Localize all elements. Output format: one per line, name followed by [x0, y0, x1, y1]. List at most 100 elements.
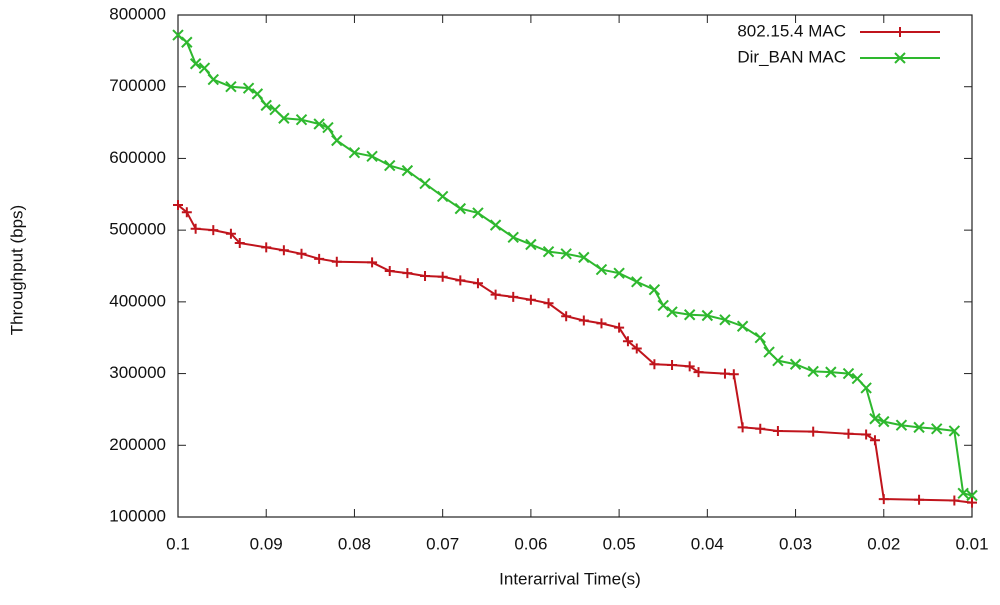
marker	[454, 202, 467, 215]
marker	[508, 291, 519, 302]
marker	[437, 271, 448, 282]
marker	[313, 118, 325, 130]
marker	[420, 271, 431, 282]
y-tick-label: 500000	[109, 220, 166, 239]
marker	[613, 267, 625, 279]
marker	[808, 426, 819, 437]
marker	[648, 283, 661, 296]
marker	[763, 346, 775, 358]
marker	[322, 121, 334, 134]
marker	[596, 318, 607, 329]
marker	[173, 200, 183, 211]
marker	[401, 164, 414, 177]
marker	[631, 343, 642, 354]
series-line	[177, 34, 973, 497]
marker	[225, 81, 237, 93]
marker	[622, 336, 633, 347]
marker	[348, 146, 361, 159]
marker	[861, 429, 872, 440]
marker	[198, 62, 211, 74]
marker	[667, 359, 678, 370]
marker	[331, 134, 343, 147]
marker	[949, 495, 960, 506]
marker	[225, 228, 236, 239]
marker	[560, 248, 572, 260]
marker	[234, 238, 245, 249]
marker	[331, 256, 342, 267]
marker	[754, 332, 766, 344]
x-tick-label: 0.05	[603, 534, 636, 553]
marker	[736, 320, 749, 332]
marker	[869, 435, 880, 446]
marker	[525, 294, 536, 305]
marker	[489, 219, 502, 231]
legend-label: 802.15.4 MAC	[737, 21, 846, 40]
y-tick-label: 200000	[109, 435, 166, 454]
marker	[561, 311, 572, 322]
marker	[693, 367, 704, 378]
series-line	[177, 204, 973, 504]
y-tick-label: 600000	[109, 148, 166, 167]
x-tick-label: 0.07	[426, 534, 459, 553]
marker	[967, 497, 977, 508]
x-tick-label: 0.01	[955, 534, 988, 553]
marker	[684, 361, 695, 372]
marker	[878, 415, 890, 428]
legend-label: Dir_BAN MAC	[737, 47, 846, 66]
plot-frame	[177, 14, 973, 518]
x-tick-label: 0.06	[514, 534, 547, 553]
marker	[860, 382, 872, 394]
y-tick-label: 800000	[109, 4, 166, 23]
marker	[419, 177, 431, 190]
marker	[472, 207, 484, 219]
marker	[384, 266, 395, 277]
marker	[436, 190, 449, 203]
marker	[666, 306, 678, 318]
marker	[384, 159, 396, 172]
marker	[878, 494, 889, 505]
marker	[948, 425, 961, 437]
marker	[914, 494, 925, 505]
marker	[507, 231, 519, 244]
marker	[295, 113, 308, 126]
marker	[728, 369, 739, 380]
marker	[242, 82, 255, 94]
marker	[190, 223, 201, 234]
y-tick-label: 400000	[109, 291, 166, 310]
y-axis-label: Throughput (bps)	[7, 205, 26, 335]
marker	[737, 422, 748, 433]
marker	[260, 99, 272, 112]
x-tick-label: 0.08	[338, 534, 371, 553]
marker	[649, 359, 660, 370]
marker	[755, 423, 766, 434]
marker	[931, 423, 943, 435]
marker	[402, 268, 413, 279]
marker	[842, 367, 855, 380]
y-tick-label: 300000	[109, 363, 166, 382]
x-tick-label: 0.02	[867, 534, 900, 553]
marker	[966, 489, 978, 502]
marker	[490, 289, 501, 300]
marker	[913, 421, 925, 434]
x-tick-label: 0.1	[166, 534, 190, 553]
marker	[683, 309, 696, 321]
y-tick-label: 700000	[109, 76, 166, 95]
marker	[772, 425, 783, 436]
marker	[189, 58, 202, 70]
x-tick-label: 0.04	[691, 534, 724, 553]
marker	[278, 245, 289, 256]
marker	[957, 487, 969, 500]
marker	[278, 112, 290, 124]
y-tick-label: 100000	[109, 506, 166, 525]
marker	[657, 299, 669, 312]
marker	[719, 368, 730, 379]
legend-marker	[895, 27, 905, 37]
marker	[269, 103, 281, 116]
marker	[807, 365, 819, 378]
x-axis-label: Interarrival Time(s)	[499, 569, 641, 588]
marker	[543, 298, 554, 309]
marker	[207, 73, 219, 86]
marker	[851, 372, 864, 385]
x-tick-label: 0.09	[250, 534, 283, 553]
